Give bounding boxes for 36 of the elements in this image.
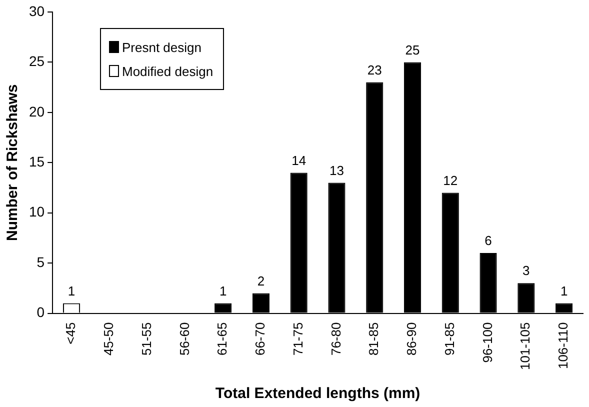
- data-label: 2: [257, 273, 265, 288]
- y-axis-title: Number of Rickshaws: [4, 84, 22, 242]
- y-tick-label: 25: [28, 53, 45, 70]
- data-label: 13: [329, 162, 344, 178]
- data-label: 1: [560, 283, 568, 298]
- data-label: 6: [484, 233, 492, 248]
- y-tick-label: 0: [36, 304, 45, 320]
- x-tick-label: 81-85: [366, 322, 382, 356]
- data-label: 25: [405, 42, 420, 58]
- data-label: 23: [367, 62, 382, 78]
- x-tick-label: 56-60: [176, 322, 192, 356]
- x-tick-label: 86-90: [404, 322, 420, 356]
- legend-label: Modified design: [122, 64, 214, 78]
- x-tick-label: 91-85: [442, 322, 457, 356]
- x-tick-label: 71-75: [290, 322, 306, 356]
- y-tick-label: 10: [28, 204, 45, 220]
- y-tick-label: 20: [28, 103, 45, 120]
- x-tick-label: 106-110: [556, 322, 571, 370]
- y-tick-label: 5: [36, 254, 45, 270]
- y-tick-label: 15: [28, 154, 45, 170]
- data-label: 1: [219, 283, 227, 298]
- data-label: 3: [522, 263, 530, 278]
- y-tick-label: 30: [28, 2, 45, 19]
- x-axis-title: Total Extended lengths (mm): [215, 385, 420, 402]
- data-label: 1: [68, 283, 76, 298]
- x-tick-label: 61-65: [214, 322, 230, 356]
- x-tick-label: 51-55: [138, 322, 154, 356]
- x-tick-label: 76-80: [328, 322, 344, 356]
- x-tick-label: 101-105: [518, 322, 533, 370]
- x-tick-label: 96-100: [480, 322, 495, 363]
- data-label: 12: [443, 172, 458, 188]
- x-tick-label: <45: [63, 322, 78, 344]
- legend-label: Presnt design: [122, 40, 202, 54]
- x-tick-label: 45-50: [100, 322, 116, 356]
- x-tick-label: 66-70: [252, 322, 268, 356]
- data-label: 14: [292, 152, 306, 168]
